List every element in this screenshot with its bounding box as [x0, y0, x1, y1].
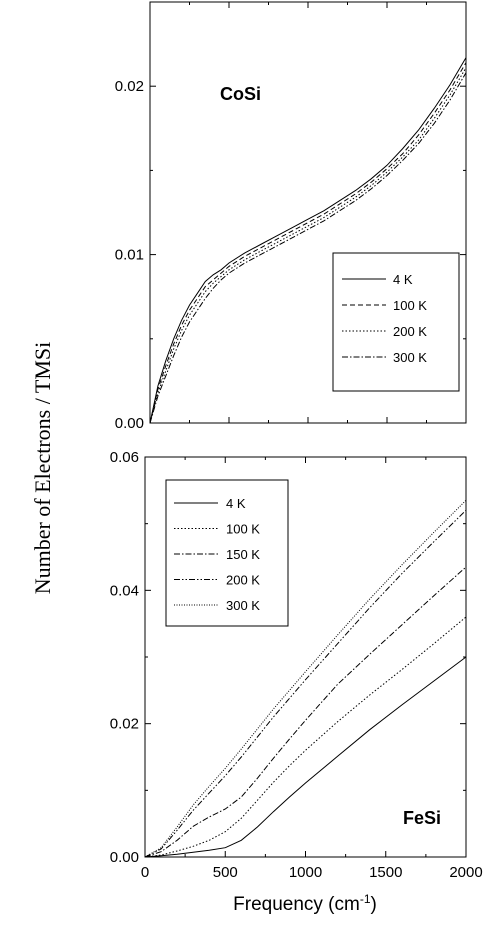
- panel-label: CoSi: [220, 84, 261, 104]
- legend-label: 300 K: [393, 350, 427, 365]
- panel-label: FeSi: [403, 808, 441, 828]
- x-tick-label: 500: [213, 864, 238, 881]
- fesi-panel: 0.00 0.02 0.04 0.06 0 500 1000 1500 2000 FeSi 4 K 1…: [110, 449, 483, 881]
- y-axis-label: Number of Electrons / TMSi: [30, 342, 55, 595]
- series-line-100k: [149, 62, 467, 424]
- series-line-300k: [144, 499, 467, 858]
- cosi-panel: 0.00 0.01 0.02 CoSi 4 K 100 K 200 K 300 K: [115, 1, 467, 432]
- y-tick-label: 0.02: [115, 78, 144, 95]
- x-tick-label: 0: [141, 864, 149, 881]
- legend-box: [332, 252, 460, 392]
- legend-label: 300 K: [226, 598, 260, 613]
- series-line-300k: [149, 72, 467, 424]
- legend-label: 150 K: [226, 547, 260, 562]
- legend-label: 4 K: [226, 496, 246, 511]
- legend-label: 200 K: [393, 324, 427, 339]
- x-tick-label: 2000: [449, 864, 482, 881]
- series-line-200k: [149, 67, 467, 424]
- y-tick-label: 0.06: [110, 449, 139, 466]
- y-tick-label: 0.00: [110, 849, 139, 866]
- y-tick-label: 0.02: [110, 716, 139, 733]
- series-line-150k: [144, 566, 467, 858]
- legend-box: [165, 479, 289, 627]
- legend-label: 100 K: [393, 298, 427, 313]
- legend-label: 200 K: [226, 573, 260, 588]
- series-line-200k: [144, 509, 467, 858]
- x-tick-label: 1500: [369, 864, 402, 881]
- x-tick-label: 1000: [289, 864, 322, 881]
- legend-label: 4 K: [393, 272, 413, 287]
- y-tick-label: 0.04: [110, 582, 139, 599]
- legend-label: 100 K: [226, 522, 260, 537]
- x-axis-label: Frequency (cm-1): [233, 892, 377, 915]
- series-line-4k: [149, 57, 467, 424]
- series-line-4k: [144, 656, 467, 858]
- y-tick-label: 0.01: [115, 247, 144, 264]
- y-tick-label: 0.00: [115, 415, 144, 432]
